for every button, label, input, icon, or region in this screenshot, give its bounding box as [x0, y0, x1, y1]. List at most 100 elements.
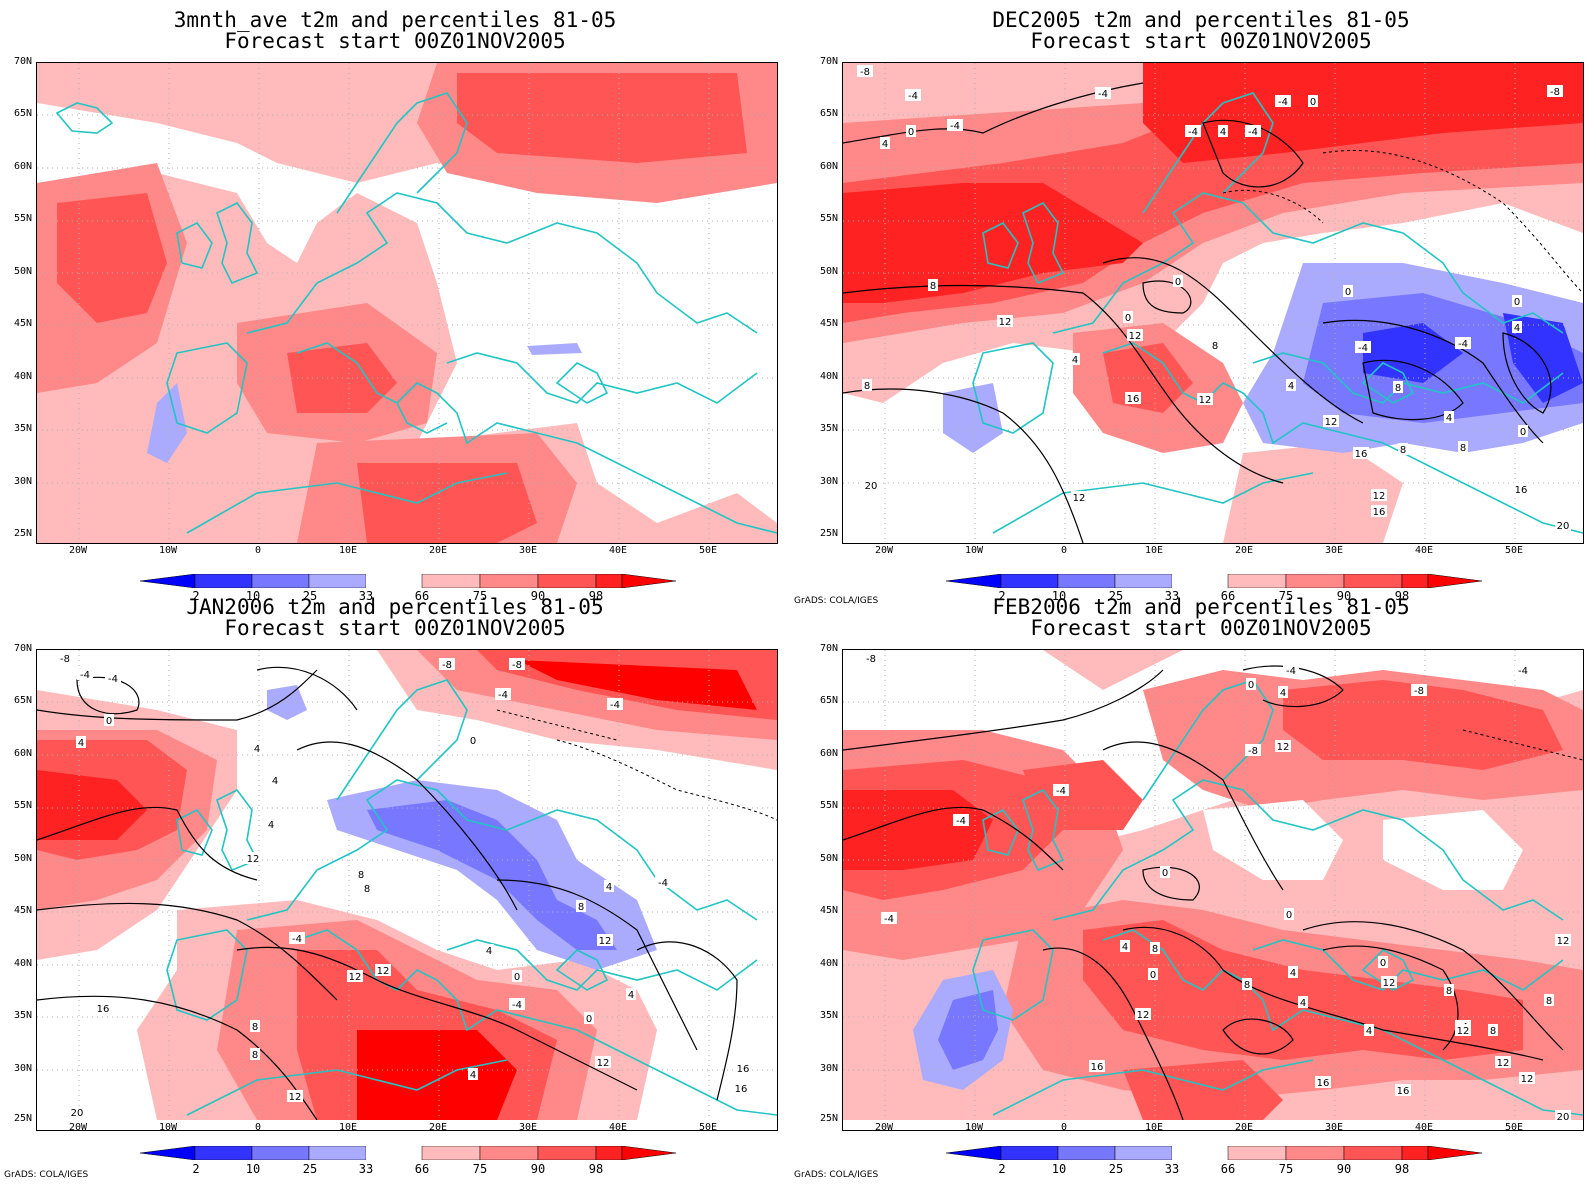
- contour-label: -4: [947, 119, 963, 132]
- contour-label: 4: [1120, 940, 1130, 953]
- lat-label: 25N: [819, 1113, 838, 1124]
- contour-label: -8: [863, 652, 879, 665]
- lat-label: 55N: [13, 800, 32, 811]
- contour-label: 12: [287, 1090, 303, 1103]
- grads-credit: GrADS: COLA/IGES: [794, 1170, 879, 1180]
- lat-label: 30N: [819, 476, 838, 487]
- svg-text:-4: -4: [956, 816, 966, 827]
- contour-label: 0: [1378, 956, 1388, 969]
- contour-label: 12: [1275, 740, 1291, 753]
- lon-label: 0: [254, 1122, 262, 1133]
- lon-label: 10E: [338, 1122, 358, 1133]
- svg-text:8: 8: [252, 1022, 258, 1033]
- lat-label: 60N: [13, 748, 32, 759]
- contour-label: 16: [1395, 1084, 1411, 1097]
- contour-label: 0: [1512, 295, 1522, 308]
- contour-label: 4: [1512, 321, 1522, 334]
- svg-text:-4: -4: [512, 1000, 522, 1011]
- lat-label: 35N: [13, 423, 32, 434]
- contour-label: -4: [953, 814, 969, 827]
- svg-text:12: 12: [1497, 1058, 1510, 1069]
- svg-text:-4: -4: [80, 670, 90, 681]
- contour-label: 12: [1381, 976, 1397, 989]
- svg-text:-4: -4: [1278, 97, 1288, 108]
- svg-text:-4: -4: [610, 700, 620, 711]
- map-dec2005: -8 -4 -4 0 4 -4 -4 0 4 -4 -4 -8 8 12 0 0 4 8 16 12 12 -4 0 4 0 4 8…: [842, 62, 1584, 544]
- svg-text:-8: -8: [60, 654, 70, 665]
- lon-label: 10W: [158, 545, 178, 556]
- svg-text:0: 0: [1514, 297, 1520, 308]
- panel-title-line2: Forecast start 00Z01NOV2005: [224, 29, 566, 53]
- svg-text:12: 12: [289, 1092, 302, 1103]
- contour-label: 4: [1218, 125, 1228, 138]
- lat-label: 30N: [819, 1063, 838, 1074]
- lat-label: 30N: [13, 1063, 32, 1074]
- svg-text:-4: -4: [1458, 339, 1468, 350]
- lat-label: 35N: [13, 1010, 32, 1021]
- lat-label: 50N: [819, 853, 838, 864]
- contour-label: 16: [1371, 505, 1387, 518]
- lon-label: 30E: [518, 1122, 538, 1133]
- panel-title-line2: Forecast start 00Z01NOV2005: [1030, 616, 1372, 640]
- svg-text:-4: -4: [1098, 89, 1108, 100]
- svg-text:20: 20: [71, 1108, 84, 1119]
- lon-label: 50E: [698, 1122, 718, 1133]
- contour-label: 8: [1393, 381, 1403, 394]
- svg-text:16: 16: [1373, 507, 1386, 518]
- contour-label: 16: [733, 1082, 749, 1095]
- lat-label: 50N: [13, 266, 32, 277]
- lat-label: 45N: [819, 318, 838, 329]
- lon-label: 20W: [68, 545, 88, 556]
- colorbar-label: 33: [1164, 589, 1180, 603]
- svg-text:-8: -8: [1550, 87, 1560, 98]
- svg-text:4: 4: [1446, 413, 1452, 424]
- contour-label: 16: [95, 1002, 111, 1015]
- contour-label: 16: [1089, 1060, 1105, 1073]
- svg-text:-4: -4: [498, 690, 508, 701]
- panel-title-line2: Forecast start 00Z01NOV2005: [1030, 29, 1372, 53]
- contour-label: -4: [1355, 341, 1371, 354]
- svg-text:0: 0: [908, 127, 914, 138]
- contour-label: 0: [1518, 425, 1528, 438]
- contour-label: 4: [1364, 1024, 1374, 1037]
- colorbar-label: 75: [472, 589, 488, 603]
- contour-label: -4: [1455, 337, 1471, 350]
- colorbar-label: 10: [245, 589, 261, 603]
- contour-label: 0: [584, 1012, 594, 1025]
- svg-text:8: 8: [1446, 986, 1452, 997]
- colorbar-label: 25: [1108, 1162, 1124, 1176]
- lat-label: 40N: [13, 958, 32, 969]
- contour-label: 20: [1555, 519, 1571, 532]
- lon-label: 40E: [608, 1122, 628, 1133]
- colorbar-label: 98: [1394, 589, 1410, 603]
- contour-label: 16: [1353, 447, 1369, 460]
- contour-label: 12: [595, 1056, 611, 1069]
- panel-title-line1: JAN2006 t2m and percentiles 81-05: [186, 595, 604, 619]
- colorbar-label: 2: [192, 1162, 200, 1176]
- contour-label: 16: [1125, 392, 1141, 405]
- contour-label: 0: [1246, 678, 1256, 691]
- lon-label: 50E: [1504, 1122, 1524, 1133]
- svg-text:4: 4: [1290, 968, 1296, 979]
- contour-label: 8: [362, 882, 372, 895]
- colorbar-label: 90: [1336, 589, 1352, 603]
- lat-label: 30N: [13, 476, 32, 487]
- colorbar-label: 75: [1278, 1162, 1294, 1176]
- contour-label: 8: [1398, 443, 1408, 456]
- svg-text:4: 4: [470, 1070, 476, 1081]
- contour-label: -8: [1245, 744, 1261, 757]
- map-jan2006: -8 -4 -4 0 4 4 -8 -8 -4 -4 0 -4 8 12 4 4 8 12 12 -4 4 8 4 0 -4 4 1…: [36, 649, 778, 1131]
- svg-text:16: 16: [737, 1064, 750, 1075]
- svg-text:8: 8: [578, 902, 584, 913]
- contour-label: 12: [1127, 329, 1143, 342]
- contour-label: 0: [468, 734, 478, 747]
- lat-label: 70N: [13, 56, 32, 67]
- svg-text:0: 0: [1248, 680, 1254, 691]
- svg-text:12: 12: [1137, 1010, 1150, 1021]
- contour-label: -4: [905, 89, 921, 102]
- colorbar-label: 66: [414, 589, 430, 603]
- colorbar-label: 98: [1394, 1162, 1410, 1176]
- contour-label: 12: [375, 964, 391, 977]
- svg-text:0: 0: [106, 716, 112, 727]
- lat-label: 70N: [819, 56, 838, 67]
